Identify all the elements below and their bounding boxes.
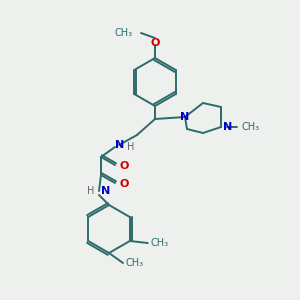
Text: N: N [180,112,190,122]
Text: H: H [87,186,94,196]
Text: N: N [223,122,232,132]
Text: O: O [119,161,128,171]
Text: O: O [119,179,128,189]
Text: N: N [116,140,124,150]
Text: CH₃: CH₃ [115,28,133,38]
Text: N: N [101,186,110,196]
Text: CH₃: CH₃ [151,238,169,248]
Text: H: H [127,142,134,152]
Text: CH₃: CH₃ [126,258,144,268]
Text: CH₃: CH₃ [241,122,259,132]
Text: O: O [150,38,160,48]
